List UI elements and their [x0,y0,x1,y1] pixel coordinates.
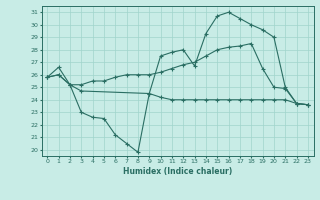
X-axis label: Humidex (Indice chaleur): Humidex (Indice chaleur) [123,167,232,176]
